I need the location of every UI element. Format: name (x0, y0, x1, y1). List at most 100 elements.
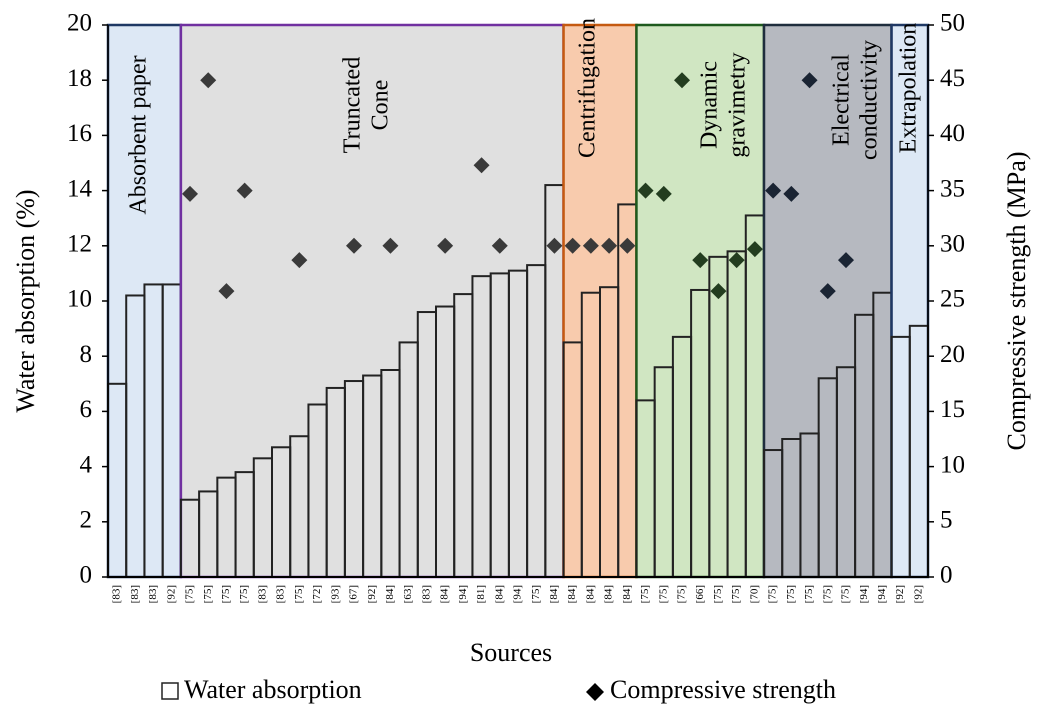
strength-marker (801, 72, 818, 89)
x-tick-label: [83] (147, 585, 159, 603)
strength-marker (838, 252, 854, 269)
y2-tick-label: 10 (940, 451, 965, 478)
region-label: Truncated (340, 57, 366, 153)
x-tick-label: [83] (129, 585, 141, 603)
x-tick-label: [81] (475, 585, 487, 603)
method-region (635, 23, 766, 579)
strength-marker (692, 252, 709, 269)
strength-marker (546, 237, 563, 254)
region-label: Dynamic (697, 61, 723, 149)
strength-marker (437, 237, 454, 254)
y-axis-title: Water absorption (%) (11, 189, 40, 412)
y2-tick-label: 40 (940, 120, 965, 147)
strength-marker (236, 182, 253, 199)
y2-tick-label: 5 (940, 507, 953, 534)
strength-marker (601, 237, 618, 254)
y-tick-label: 4 (80, 451, 93, 478)
strength-marker (218, 283, 235, 300)
method-region (762, 23, 893, 579)
strength-marker (582, 237, 599, 254)
strength-marker (710, 283, 727, 300)
strength-marker (728, 252, 745, 269)
strength-marker (346, 237, 362, 254)
x-axis-title: Sources (470, 638, 552, 667)
region-label: Cone (368, 80, 394, 131)
x-tick-label: [84] (621, 585, 633, 603)
x-tick-label: [70] (748, 585, 760, 603)
x-tick-label: [92] (912, 585, 924, 603)
x-tick-label: [84] (566, 585, 578, 603)
x-tick-label: [75] (657, 585, 669, 603)
y-tick-label: 8 (80, 341, 93, 368)
strength-marker (564, 237, 581, 254)
x-tick-label: [75] (184, 585, 196, 603)
strength-marker (655, 185, 672, 202)
strength-marker (291, 252, 308, 269)
legend-swatch (161, 682, 179, 700)
x-tick-label: [92] (165, 585, 177, 603)
strength-marker (619, 237, 636, 254)
region-label: gravimetry (725, 52, 751, 157)
x-tick-label: [84] (548, 585, 560, 603)
y-tick-label: 12 (67, 231, 92, 258)
y2-tick-label: 20 (940, 341, 965, 368)
x-tick-label: [83] (256, 585, 268, 603)
strength-marker (746, 241, 763, 258)
x-tick-label: [83] (420, 585, 432, 603)
x-tick-label: [75] (821, 585, 833, 603)
legend-label: Water absorption (184, 675, 362, 704)
y-tick-label: 2 (80, 507, 93, 534)
x-tick-label: [84] (384, 585, 396, 603)
x-tick-label: [75] (803, 585, 815, 603)
x-tick-label: [84] (603, 585, 615, 603)
x-tick-label: [92] (894, 585, 906, 603)
y2-tick-label: 50 (940, 10, 965, 37)
x-tick-label: [67] (348, 585, 360, 603)
x-tick-label: [75] (530, 585, 542, 603)
x-tick-label: [75] (767, 585, 779, 603)
x-tick-label: [75] (785, 585, 797, 603)
y2-tick-label: 35 (940, 175, 965, 202)
y2-tick-label: 15 (940, 396, 965, 423)
strength-marker (783, 185, 800, 202)
y-tick-label: 0 (80, 562, 93, 589)
strength-marker (819, 283, 836, 300)
y-tick-label: 16 (67, 120, 92, 147)
x-tick-label: [93] (329, 585, 341, 603)
legend-swatch (586, 683, 604, 701)
x-tick-label: [75] (639, 585, 651, 603)
x-tick-label: [75] (730, 585, 742, 603)
strength-marker (491, 237, 508, 254)
y2-tick-label: 25 (940, 286, 965, 313)
x-tick-label: [75] (220, 585, 232, 603)
region-label: Absorbent paper (126, 55, 152, 214)
x-tick-label: [66] (694, 585, 706, 603)
x-tick-label: [83] (111, 585, 123, 603)
strength-marker (382, 237, 399, 254)
x-tick-label: [75] (293, 585, 305, 603)
y-tick-label: 6 (80, 396, 93, 423)
x-tick-label: [75] (202, 585, 214, 603)
x-tick-label: [84] (493, 585, 505, 603)
region-label: Electrical (829, 54, 855, 146)
region-label: Extrapolation (896, 23, 922, 154)
strength-marker (200, 72, 217, 89)
y2-tick-label: 30 (940, 231, 965, 258)
strength-marker (674, 72, 690, 89)
x-tick-label: [83] (275, 585, 287, 603)
y-tick-label: 18 (67, 65, 92, 92)
x-tick-label: [75] (840, 585, 852, 603)
x-tick-label: [75] (712, 585, 724, 603)
x-tick-label: [72] (311, 585, 323, 603)
y-tick-label: 20 (67, 10, 92, 37)
legend-label: Compressive strength (610, 675, 836, 704)
y2-tick-label: 45 (940, 65, 965, 92)
x-tick-label: [94] (457, 585, 469, 603)
x-tick-label: [84] (584, 585, 596, 603)
x-tick-label: [92] (366, 585, 378, 603)
strength-marker (182, 185, 198, 202)
y-tick-label: 10 (67, 286, 92, 313)
strength-marker (637, 182, 654, 199)
